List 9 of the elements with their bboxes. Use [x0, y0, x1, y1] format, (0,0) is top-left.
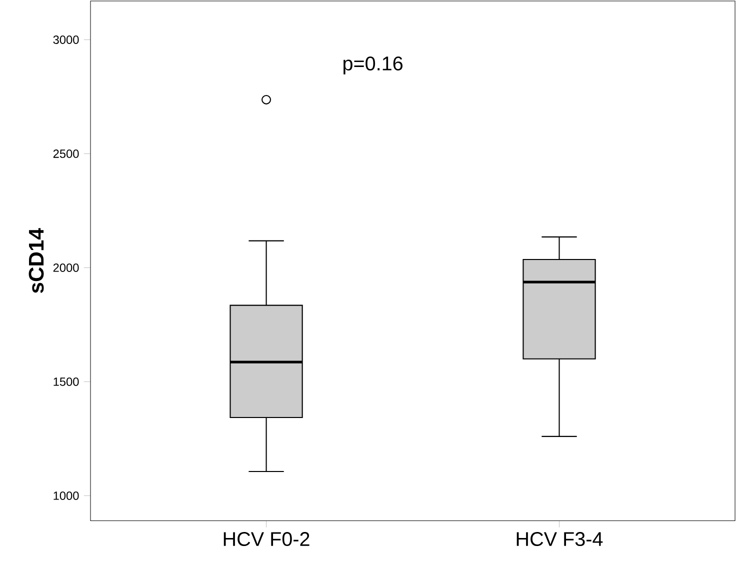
- x-tick-label: HCV F3-4: [516, 532, 603, 546]
- annotation: p=0.16: [344, 56, 402, 74]
- y-axis-title: sCD14: [28, 228, 44, 293]
- y-tick-label: 2000: [53, 263, 79, 272]
- y-tick-label: 1000: [54, 491, 79, 500]
- y-tick-label: 3000: [53, 35, 79, 44]
- y-tick-label: 1500: [54, 377, 79, 386]
- y-tick-label: 2500: [53, 149, 79, 158]
- x-tick-label: HCV F0-2: [224, 532, 310, 546]
